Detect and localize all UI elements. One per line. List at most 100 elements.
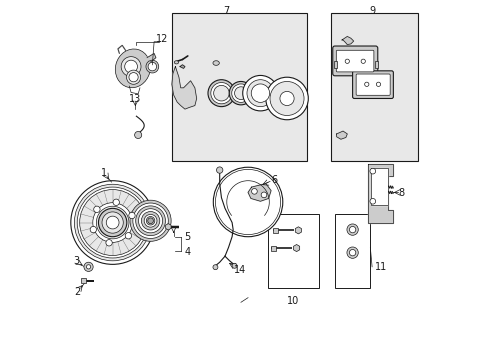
Text: 9: 9 <box>368 5 374 15</box>
Ellipse shape <box>115 49 150 88</box>
Circle shape <box>124 60 137 73</box>
Circle shape <box>279 91 293 105</box>
Circle shape <box>125 233 131 239</box>
Circle shape <box>145 60 159 73</box>
Circle shape <box>135 206 165 236</box>
Circle shape <box>229 81 252 105</box>
Polygon shape <box>367 164 392 222</box>
Text: 4: 4 <box>184 247 190 257</box>
Circle shape <box>93 203 132 242</box>
Text: 8: 8 <box>398 188 404 198</box>
Polygon shape <box>247 184 270 201</box>
Text: 6: 6 <box>271 175 277 185</box>
Circle shape <box>364 82 368 86</box>
Circle shape <box>360 59 365 63</box>
Text: 11: 11 <box>374 262 386 272</box>
Circle shape <box>96 206 129 239</box>
Circle shape <box>349 249 355 256</box>
FancyBboxPatch shape <box>352 71 392 99</box>
Circle shape <box>129 73 138 82</box>
Circle shape <box>346 247 358 258</box>
Circle shape <box>346 224 358 235</box>
Circle shape <box>126 70 141 84</box>
Ellipse shape <box>174 61 178 64</box>
Circle shape <box>130 200 171 241</box>
Circle shape <box>231 84 250 102</box>
Circle shape <box>148 62 156 71</box>
Circle shape <box>144 215 157 227</box>
Text: 1: 1 <box>101 168 107 178</box>
Circle shape <box>261 192 266 198</box>
Circle shape <box>265 77 307 120</box>
Polygon shape <box>370 168 387 205</box>
Text: 12: 12 <box>156 34 168 44</box>
Bar <box>333 61 336 68</box>
Bar <box>171 13 306 161</box>
Polygon shape <box>336 131 346 139</box>
Polygon shape <box>180 65 184 68</box>
Circle shape <box>213 167 282 237</box>
Bar <box>331 13 417 161</box>
Circle shape <box>138 209 163 233</box>
Circle shape <box>210 82 232 104</box>
Bar <box>270 246 276 251</box>
Circle shape <box>80 190 145 256</box>
Bar <box>267 214 318 288</box>
Text: 14: 14 <box>234 265 246 275</box>
Circle shape <box>134 131 142 139</box>
FancyBboxPatch shape <box>355 74 389 95</box>
FancyBboxPatch shape <box>336 50 373 72</box>
Circle shape <box>102 212 123 233</box>
Circle shape <box>345 59 349 63</box>
FancyBboxPatch shape <box>332 46 377 76</box>
Circle shape <box>232 263 237 268</box>
Circle shape <box>212 265 218 270</box>
Circle shape <box>84 262 93 271</box>
Text: 5: 5 <box>184 232 190 242</box>
Circle shape <box>106 240 112 246</box>
Circle shape <box>269 81 304 116</box>
Circle shape <box>369 198 375 204</box>
Circle shape <box>90 226 96 233</box>
Bar <box>81 278 86 283</box>
Circle shape <box>86 265 90 269</box>
Polygon shape <box>118 45 125 54</box>
Circle shape <box>106 216 119 229</box>
Circle shape <box>216 167 223 173</box>
Circle shape <box>98 208 126 237</box>
Circle shape <box>77 187 148 258</box>
Circle shape <box>246 80 273 107</box>
Circle shape <box>242 76 278 111</box>
Circle shape <box>147 218 153 224</box>
Circle shape <box>128 212 135 219</box>
Circle shape <box>121 57 141 77</box>
Circle shape <box>141 212 160 230</box>
Circle shape <box>213 85 229 101</box>
Text: 10: 10 <box>287 296 299 306</box>
Circle shape <box>94 206 100 212</box>
Circle shape <box>133 203 168 238</box>
Circle shape <box>215 169 280 235</box>
Circle shape <box>369 168 375 174</box>
Polygon shape <box>341 36 353 45</box>
Circle shape <box>234 87 247 100</box>
Ellipse shape <box>212 61 219 65</box>
Circle shape <box>251 84 269 102</box>
Circle shape <box>146 216 155 225</box>
Circle shape <box>71 181 154 264</box>
Polygon shape <box>147 54 156 62</box>
Bar <box>374 61 377 68</box>
Text: 7: 7 <box>223 5 229 15</box>
Circle shape <box>113 199 119 206</box>
Circle shape <box>74 184 151 261</box>
Circle shape <box>376 82 380 86</box>
Text: 3: 3 <box>73 256 80 266</box>
Bar <box>272 228 277 233</box>
Circle shape <box>207 80 234 107</box>
Polygon shape <box>171 67 196 109</box>
Text: 2: 2 <box>74 287 80 297</box>
Circle shape <box>251 189 257 194</box>
Circle shape <box>349 226 355 233</box>
Bar <box>334 214 369 288</box>
Text: 13: 13 <box>129 94 141 104</box>
